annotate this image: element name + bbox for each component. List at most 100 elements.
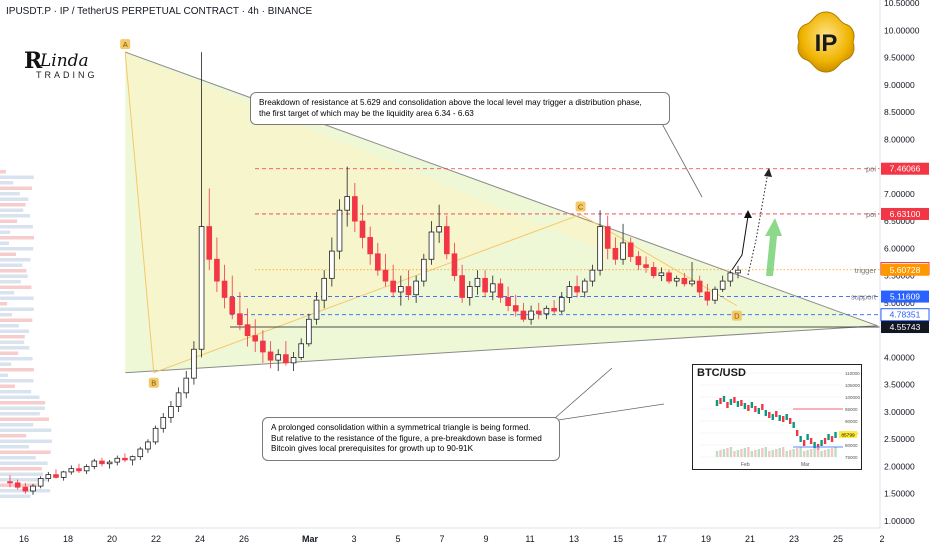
candle-body — [436, 226, 442, 233]
candle-body — [704, 291, 711, 301]
volume-profile-bar — [0, 263, 23, 267]
x-tick-label: 2 — [879, 534, 884, 544]
inset-candle — [834, 432, 837, 438]
candle-body — [497, 283, 504, 298]
inset-candle — [792, 422, 795, 428]
inset-volume-bar — [740, 449, 743, 457]
candle-body — [198, 226, 205, 350]
volume-profile-bar — [0, 208, 24, 212]
candle-body — [390, 280, 396, 293]
candle-body — [696, 280, 703, 293]
pattern-point-badge — [731, 310, 742, 321]
candle-body — [122, 457, 128, 461]
volume-profile-bar — [0, 175, 34, 179]
inset-candle — [813, 442, 816, 448]
candle-body — [512, 305, 519, 312]
inset-candle — [768, 412, 771, 418]
pattern-point-label: B — [151, 379, 156, 388]
inset-volume-bar — [754, 450, 757, 457]
inset-volume-bar — [747, 447, 750, 457]
volume-profile-bar — [0, 324, 19, 328]
inset-last-price-tag — [839, 431, 857, 438]
volume-profile-bar — [0, 258, 31, 262]
candle-body — [22, 486, 29, 492]
volume-profile-bar — [0, 412, 40, 416]
candle-body — [129, 456, 136, 461]
x-tick-label: 21 — [745, 534, 755, 544]
arrowhead-icon — [764, 168, 772, 177]
volume-profile-bar — [0, 313, 13, 317]
volume-profile-bar — [0, 340, 25, 344]
inset-candle — [733, 397, 736, 403]
inset-candle — [743, 403, 747, 409]
volume-profile-bar — [0, 373, 8, 377]
volume-profile-bar — [0, 247, 34, 251]
volume-profile-bar — [0, 362, 12, 366]
ip-badge-text: IP — [815, 30, 838, 57]
candle-body — [520, 310, 527, 320]
callout-top-line-1: Breakdown of resistance at 5.629 and con… — [259, 98, 642, 107]
inset-candle — [778, 415, 781, 421]
inset-volume-bar — [823, 450, 827, 457]
candle-body — [237, 313, 243, 326]
x-tick-label: 26 — [239, 534, 249, 544]
volume-profile-bar — [0, 445, 29, 449]
x-tick-label: 22 — [151, 534, 161, 544]
inset-candle — [747, 405, 750, 411]
candle-body — [37, 478, 44, 487]
y-tick-label: 5.00000 — [884, 298, 915, 308]
candle-body — [229, 297, 236, 315]
volume-profile-bar — [0, 494, 31, 498]
volume-profile-bar — [0, 329, 30, 333]
price-tag — [881, 321, 929, 334]
candle-body — [7, 481, 13, 484]
candle-body — [673, 277, 680, 282]
inset-canvas: 1100001050001000009500090000850008000075… — [699, 371, 861, 468]
inset-last-price-label: 85799 — [841, 433, 855, 439]
inset-y-tick: 100000 — [845, 395, 861, 400]
volume-profile-bar — [0, 456, 36, 460]
candle-body — [612, 247, 619, 260]
projection-path-secondary — [747, 171, 769, 276]
inset-y-tick: 75000 — [845, 455, 858, 460]
candle-body — [405, 286, 412, 296]
inset-volume-bar — [764, 447, 767, 457]
candle-body — [543, 307, 550, 315]
inset-volume-bar — [757, 449, 761, 457]
callout-pointer — [554, 367, 613, 419]
candle-body — [643, 264, 649, 268]
price-tag-label: 6.63100 — [890, 209, 921, 219]
analysis-callout-top: Breakdown of resistance at 5.629 and con… — [250, 92, 670, 125]
inset-candle — [820, 440, 823, 446]
level-name-poi: poi — [866, 165, 876, 174]
candle-body — [290, 357, 297, 364]
callout-bottom-line-2: But relative to the resistance of the fi… — [271, 433, 542, 443]
candle-body — [344, 196, 350, 211]
volume-profile-bar — [0, 395, 40, 399]
volume-profile-bar — [0, 379, 34, 383]
pattern-point-badge — [120, 39, 131, 50]
candle-body — [367, 237, 373, 255]
inset-y-tick: 110000 — [845, 371, 860, 376]
candle-body — [91, 460, 98, 467]
svg-text:R: R — [24, 48, 43, 74]
inset-volume-bar — [813, 448, 816, 457]
inset-candle — [764, 410, 767, 416]
inset-volume-bar — [799, 447, 802, 457]
candle-body — [352, 196, 358, 222]
y-tick-label: 10.50000 — [884, 0, 920, 8]
candle-body — [244, 324, 251, 337]
callout-bottom-line-3: Bitcoin gives local prerequisites for gr… — [271, 444, 474, 453]
volume-profile-bar — [0, 335, 25, 339]
candle-body — [275, 354, 282, 361]
chart-header-title: IPUSDT.P · IP / TetherUS PERPETUAL CONTR… — [6, 6, 313, 17]
candle-body — [214, 258, 220, 282]
level-name-support: support — [851, 293, 877, 302]
candle-body — [489, 283, 496, 293]
callout-pointer — [557, 403, 665, 421]
candle-body — [375, 253, 381, 271]
candle-body — [558, 297, 565, 312]
abcd-pattern-fill — [125, 52, 737, 373]
inset-candle — [729, 399, 733, 405]
inset-y-tick: 80000 — [845, 443, 858, 448]
